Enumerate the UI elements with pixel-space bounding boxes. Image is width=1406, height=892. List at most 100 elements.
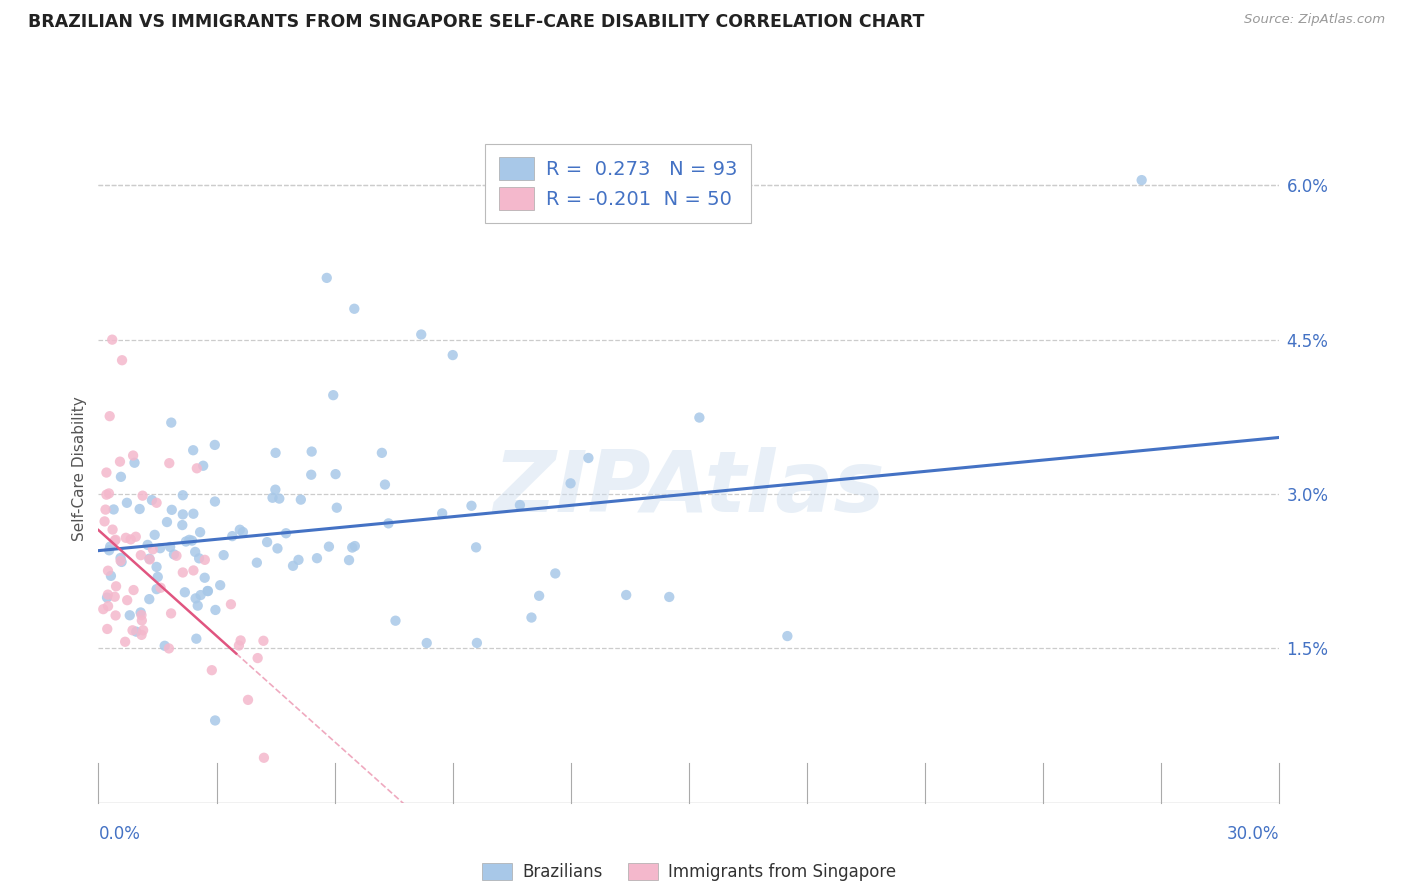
Point — [110, 470, 132, 484]
Point — [145, 496, 167, 510]
Point — [688, 410, 710, 425]
Point — [343, 539, 366, 553]
Point — [122, 582, 145, 597]
Point — [156, 515, 179, 529]
Point — [160, 503, 183, 517]
Point — [465, 541, 488, 555]
Point — [94, 502, 117, 516]
Point — [290, 492, 312, 507]
Point — [411, 327, 433, 342]
Point — [252, 633, 274, 648]
Point — [342, 541, 364, 555]
Point — [101, 333, 124, 347]
Point — [153, 639, 176, 653]
Point — [416, 636, 439, 650]
Point — [97, 564, 120, 578]
Text: ZIPAtlas: ZIPAtlas — [494, 447, 884, 530]
Point — [229, 523, 252, 537]
Point — [129, 548, 152, 562]
Point — [104, 608, 127, 623]
Point — [131, 608, 153, 623]
Point — [96, 488, 118, 502]
Point — [371, 446, 394, 460]
Point — [93, 515, 115, 529]
Point — [149, 581, 172, 595]
Point — [384, 614, 406, 628]
Point — [274, 526, 297, 541]
Point — [201, 663, 224, 677]
Point — [520, 610, 543, 624]
Point — [157, 641, 180, 656]
Point — [118, 608, 141, 623]
Point — [159, 540, 181, 554]
Point — [318, 540, 340, 554]
Point — [125, 530, 148, 544]
Point — [193, 458, 215, 473]
Point — [197, 584, 219, 599]
Point — [281, 558, 304, 573]
Point — [287, 553, 309, 567]
Point — [138, 551, 160, 566]
Point — [100, 569, 122, 583]
Point — [157, 456, 180, 470]
Point — [441, 348, 464, 362]
Point — [204, 494, 226, 508]
Point — [120, 533, 142, 547]
Point — [232, 524, 254, 539]
Point — [187, 599, 209, 613]
Point — [183, 564, 205, 578]
Point — [114, 531, 136, 545]
Point — [96, 466, 118, 480]
Point — [149, 541, 172, 556]
Point — [219, 597, 242, 611]
Point — [246, 651, 269, 665]
Y-axis label: Self-Care Disability: Self-Care Disability — [72, 396, 87, 541]
Point — [104, 590, 127, 604]
Point — [105, 579, 128, 593]
Point — [204, 603, 226, 617]
Point — [172, 488, 194, 502]
Point — [145, 582, 167, 596]
Point — [115, 496, 138, 510]
Point — [96, 591, 118, 605]
Point — [269, 491, 291, 506]
Point — [184, 545, 207, 559]
Point — [98, 540, 121, 554]
Point — [101, 523, 124, 537]
Point — [322, 388, 344, 402]
Point — [166, 549, 188, 563]
Point — [460, 499, 482, 513]
Point — [131, 614, 153, 628]
Point — [212, 548, 235, 562]
Point — [131, 628, 153, 642]
Point — [266, 541, 288, 556]
Point — [110, 554, 132, 568]
Point — [121, 624, 143, 638]
Point — [181, 533, 204, 548]
Point — [560, 476, 582, 491]
Point — [301, 444, 323, 458]
Point — [111, 353, 134, 368]
Point — [122, 449, 145, 463]
Point — [124, 456, 146, 470]
Point — [229, 633, 252, 648]
Point — [576, 450, 599, 465]
Point — [104, 533, 127, 548]
Point — [186, 632, 208, 646]
Legend: Brazilians, Immigrants from Singapore: Brazilians, Immigrants from Singapore — [475, 856, 903, 888]
Point — [509, 498, 531, 512]
Point — [236, 693, 259, 707]
Point — [172, 508, 194, 522]
Point — [204, 438, 226, 452]
Point — [184, 591, 207, 606]
Point — [174, 534, 197, 549]
Point — [465, 636, 488, 650]
Point — [204, 714, 226, 728]
Point — [145, 560, 167, 574]
Point — [315, 271, 337, 285]
Point — [658, 590, 681, 604]
Point — [544, 566, 567, 581]
Point — [97, 588, 120, 602]
Point — [110, 550, 132, 565]
Point — [221, 529, 243, 543]
